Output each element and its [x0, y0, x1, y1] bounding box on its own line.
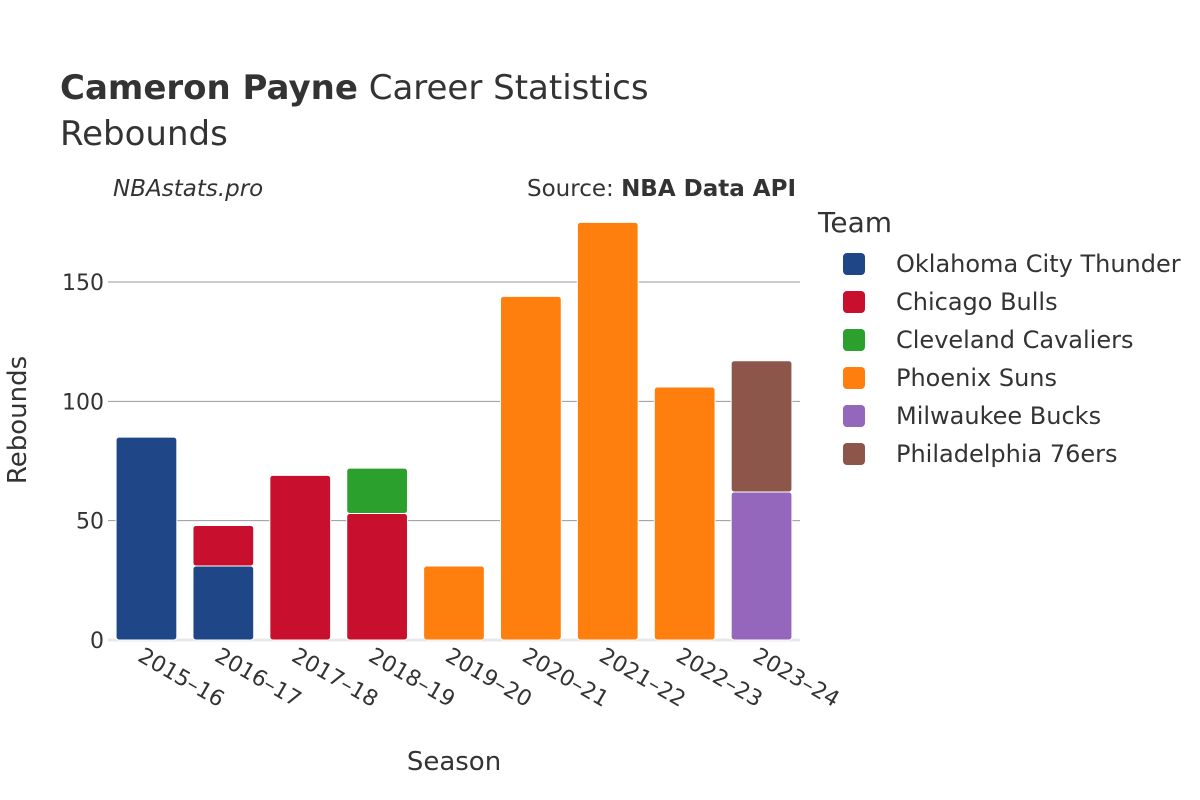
legend-item[interactable]: Phoenix Suns: [818, 359, 1181, 397]
legend-swatch: [843, 329, 865, 351]
x-tick-label: 2021–22: [595, 644, 690, 713]
bar-milwaukee-bucks-8: [730, 491, 793, 641]
player-name: Cameron Payne: [60, 68, 358, 108]
legend-swatch: [843, 443, 865, 465]
bar-phoenix-suns-4: [423, 565, 485, 641]
chart-subtitle: Rebounds: [60, 114, 228, 154]
legend-label: Phoenix Suns: [896, 364, 1058, 392]
legend: Team Oklahoma City Thunder Chicago Bulls C…: [818, 206, 1181, 473]
chart-title: Cameron Payne Career Statistics: [60, 66, 649, 110]
legend-item[interactable]: Philadelphia 76ers: [818, 435, 1181, 473]
bar-oklahoma-city-thunder-0: [115, 436, 178, 641]
bar-phoenix-suns-7: [653, 386, 716, 641]
x-tick-label: 2020–21: [518, 644, 613, 713]
bar-chicago-bulls-2: [269, 474, 332, 641]
bar-phoenix-suns-5: [500, 295, 562, 641]
x-tick-label: 2017–18: [287, 644, 382, 713]
y-tick-label: 0: [90, 629, 104, 654]
source-prefix: Source:: [527, 176, 622, 202]
bar-chicago-bulls-1: [192, 524, 255, 567]
legend-item[interactable]: Milwaukee Bucks: [818, 397, 1181, 435]
x-tick-labels: 2015–162016–172017–182018–192019–202020–…: [133, 644, 843, 713]
legend-item[interactable]: Cleveland Cavaliers: [818, 321, 1181, 359]
legend-items: Oklahoma City Thunder Chicago Bulls Clevel…: [818, 245, 1181, 473]
source-name: NBA Data API: [621, 176, 796, 202]
legend-label: Chicago Bulls: [896, 288, 1058, 316]
y-axis-label: Rebounds: [3, 356, 33, 484]
x-tick-label: 2016–17: [210, 644, 305, 713]
source-credit: Source: NBA Data API: [527, 176, 796, 202]
bar-cleveland-cavaliers-3: [346, 467, 408, 515]
legend-label: Philadelphia 76ers: [896, 440, 1118, 468]
x-tick-label: 2019–20: [441, 644, 536, 713]
legend-swatch: [843, 253, 865, 275]
x-axis-label: Season: [407, 747, 501, 777]
bar-phoenix-suns-6: [576, 221, 639, 641]
x-tick-label: 2023–24: [749, 644, 844, 713]
x-tick-label: 2018–19: [364, 644, 459, 713]
legend-label: Milwaukee Bucks: [896, 402, 1102, 430]
y-tick-label: 150: [62, 271, 104, 296]
legend-label: Oklahoma City Thunder: [896, 250, 1181, 278]
bar-philadelphia-76ers-8: [730, 360, 793, 493]
x-tick-label: 2022–23: [672, 644, 767, 713]
y-tick-label: 100: [62, 390, 104, 415]
legend-item[interactable]: Oklahoma City Thunder: [818, 245, 1181, 283]
legend-swatch: [843, 367, 865, 389]
y-tick-labels: 0 50 100 150: [62, 271, 104, 654]
bar-oklahoma-city-thunder-1: [192, 565, 255, 641]
legend-swatch: [843, 291, 865, 313]
bars: [115, 221, 793, 641]
legend-swatch: [843, 405, 865, 427]
bar-chicago-bulls-3: [346, 513, 408, 641]
legend-label: Cleveland Cavaliers: [896, 326, 1134, 354]
legend-title: Team: [818, 206, 893, 239]
site-credit: NBAstats.pro: [113, 176, 264, 202]
title-rest: Career Statistics: [368, 68, 649, 108]
y-tick-label: 50: [76, 510, 104, 535]
x-tick-label: 2015–16: [133, 644, 228, 713]
legend-item[interactable]: Chicago Bulls: [818, 283, 1181, 321]
